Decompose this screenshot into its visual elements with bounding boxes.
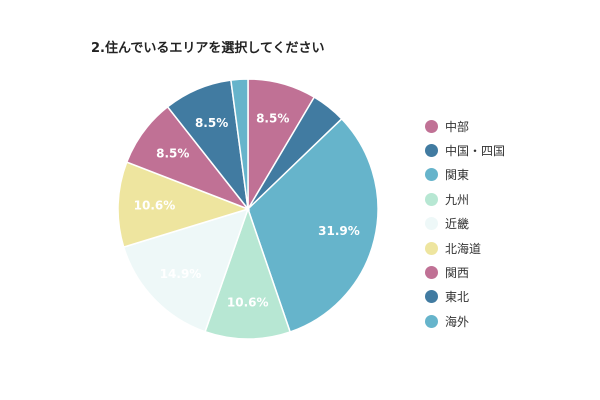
pie-slice-5 (117, 161, 251, 249)
legend-swatch-3 (425, 192, 438, 206)
slice-label-7: 8.5% (195, 116, 228, 130)
legend-swatch-5 (425, 241, 438, 255)
legend-item-0: 中部 (425, 114, 505, 138)
legend-label-4: 近畿 (445, 217, 470, 232)
legend-label-6: 関西 (445, 266, 470, 281)
legend-label-8: 海外 (445, 314, 470, 329)
legend-swatch-0 (425, 119, 438, 133)
legend-item-1: 中国・四国 (425, 138, 505, 162)
legend-label-1: 中国・四国 (445, 144, 506, 159)
legend-swatch-7 (425, 290, 438, 304)
legend-item-7: 東北 (425, 285, 505, 309)
slice-label-3: 10.6% (227, 296, 269, 310)
legend-item-2: 関東 (425, 163, 505, 187)
slice-label-4: 14.9% (160, 267, 202, 281)
slice-label-6: 8.5% (156, 146, 189, 160)
legend-swatch-6 (425, 266, 438, 280)
legend-item-6: 関西 (425, 260, 505, 284)
legend: 中部中国・四国関東九州近畿北海道関西東北海外 (425, 114, 505, 334)
legend-swatch-1 (425, 144, 438, 158)
legend-label-7: 東北 (445, 290, 470, 305)
pie-slice-3 (204, 206, 292, 340)
legend-item-8: 海外 (425, 309, 505, 333)
legend-label-3: 九州 (445, 192, 470, 207)
pie-slice-8 (230, 78, 249, 210)
slice-label-5: 10.6% (134, 199, 176, 213)
legend-label-5: 北海道 (445, 241, 482, 256)
legend-item-3: 九州 (425, 187, 505, 211)
slice-label-2: 31.9% (318, 224, 360, 238)
slice-label-0: 8.5% (256, 112, 289, 126)
legend-label-2: 関東 (445, 168, 470, 183)
legend-item-4: 近畿 (425, 212, 505, 236)
legend-item-5: 北海道 (425, 236, 505, 260)
pie-slice-4 (122, 207, 250, 333)
chart-title: 2.住んでいるエリアを選択してください (91, 41, 325, 56)
legend-label-0: 中部 (445, 119, 470, 134)
pie-slice-2 (247, 117, 379, 333)
legend-swatch-8 (425, 314, 438, 328)
legend-swatch-2 (425, 168, 438, 182)
legend-swatch-4 (425, 217, 438, 231)
